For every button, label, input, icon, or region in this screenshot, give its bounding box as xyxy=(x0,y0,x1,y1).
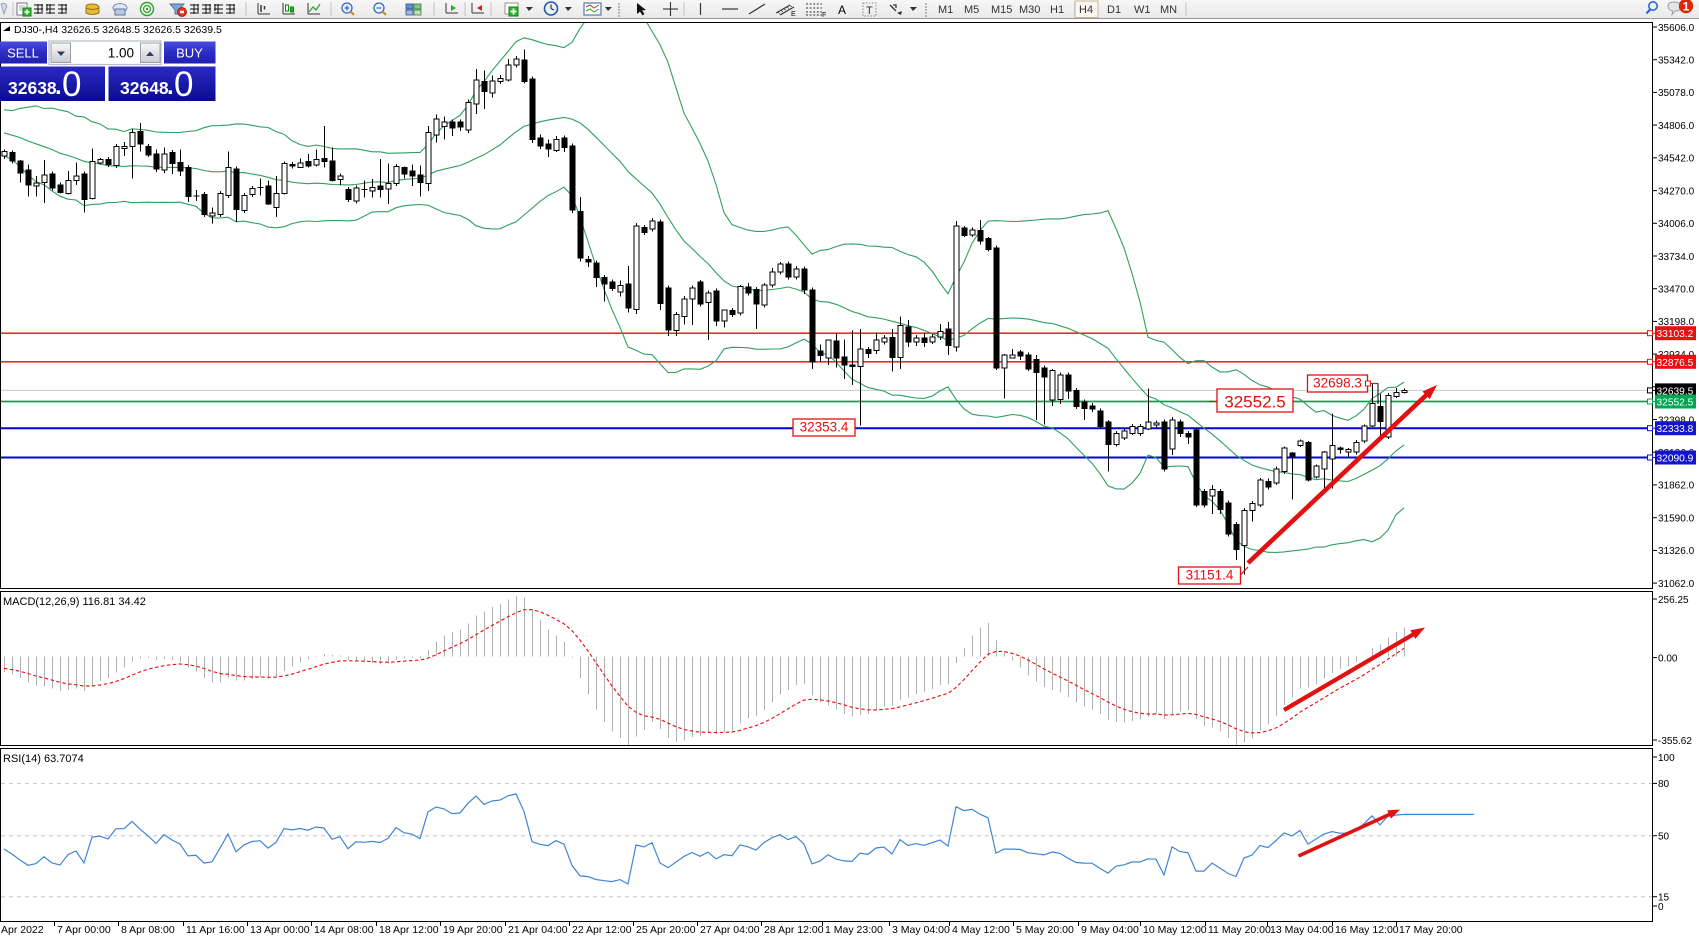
svg-text:E: E xyxy=(791,11,796,18)
svg-text:34806.0: 34806.0 xyxy=(1658,121,1695,132)
svg-text:W1: W1 xyxy=(1134,4,1151,16)
svg-text:RSI(14) 63.7074: RSI(14) 63.7074 xyxy=(3,753,84,765)
svg-text:.: . xyxy=(55,73,62,100)
svg-text:27 Apr 04:00: 27 Apr 04:00 xyxy=(700,924,760,936)
svg-text:0: 0 xyxy=(1658,902,1664,913)
svg-text:32648: 32648 xyxy=(120,78,169,98)
svg-text:15: 15 xyxy=(1658,893,1670,904)
svg-text:1: 1 xyxy=(1683,0,1690,14)
svg-text:33470.0: 33470.0 xyxy=(1658,285,1695,296)
svg-text:100: 100 xyxy=(1658,753,1675,764)
svg-text:4 May 12:00: 4 May 12:00 xyxy=(952,924,1010,936)
svg-text:21 Apr 04:00: 21 Apr 04:00 xyxy=(508,924,568,936)
svg-text:14 Apr 08:00: 14 Apr 08:00 xyxy=(314,924,374,936)
svg-text:32552.5: 32552.5 xyxy=(1224,393,1285,412)
svg-text:M30: M30 xyxy=(1019,4,1040,16)
svg-text:1.00: 1.00 xyxy=(108,46,134,61)
svg-text:22 Apr 12:00: 22 Apr 12:00 xyxy=(572,924,632,936)
svg-text:31862.0: 31862.0 xyxy=(1658,481,1695,492)
svg-text:9 May 04:00: 9 May 04:00 xyxy=(1081,924,1139,936)
svg-text:31151.4: 31151.4 xyxy=(1186,568,1234,583)
svg-text:32639.5: 32639.5 xyxy=(1657,386,1694,397)
svg-text:32090.9: 32090.9 xyxy=(1657,454,1694,465)
svg-text:31326.0: 31326.0 xyxy=(1658,546,1695,557)
svg-text:7 Apr 00:00: 7 Apr 00:00 xyxy=(57,924,111,936)
svg-text:32353.4: 32353.4 xyxy=(800,420,849,435)
svg-text:5 May 20:00: 5 May 20:00 xyxy=(1016,924,1074,936)
svg-text:.: . xyxy=(167,73,174,100)
svg-text:DJ30-,H4 32626.5 32648.5 3262: DJ30-,H4 32626.5 32648.5 32626.5 32639.5 xyxy=(14,24,222,36)
svg-text:11 Apr 16:00: 11 Apr 16:00 xyxy=(186,924,245,936)
svg-text:0: 0 xyxy=(174,65,193,104)
svg-text:D1: D1 xyxy=(1107,4,1121,16)
svg-text:SELL: SELL xyxy=(7,46,39,61)
svg-text:M15: M15 xyxy=(991,4,1012,16)
svg-text:31590.0: 31590.0 xyxy=(1658,514,1695,525)
svg-text:33734.0: 33734.0 xyxy=(1658,252,1695,263)
svg-text:M5: M5 xyxy=(964,4,979,16)
svg-text:BUY: BUY xyxy=(176,46,203,61)
svg-text:M1: M1 xyxy=(938,4,953,16)
svg-text:35342.0: 35342.0 xyxy=(1658,56,1695,67)
svg-text:0: 0 xyxy=(62,65,81,104)
svg-text:35078.0: 35078.0 xyxy=(1658,88,1695,99)
svg-text:T: T xyxy=(866,5,873,17)
svg-text:32333.8: 32333.8 xyxy=(1657,424,1694,435)
svg-text:MACD(12,26,9) 116.81 34.42: MACD(12,26,9) 116.81 34.42 xyxy=(3,596,146,608)
svg-text:33198.0: 33198.0 xyxy=(1658,317,1695,328)
svg-text:8 Apr 08:00: 8 Apr 08:00 xyxy=(121,924,175,936)
svg-text:28 Apr 12:00: 28 Apr 12:00 xyxy=(764,924,824,936)
svg-text:0.00: 0.00 xyxy=(1658,653,1678,664)
svg-text:Apr 2022: Apr 2022 xyxy=(1,924,44,936)
svg-text:256.25: 256.25 xyxy=(1658,595,1689,606)
svg-text:34542.0: 34542.0 xyxy=(1658,154,1695,165)
svg-text:10 May 12:00: 10 May 12:00 xyxy=(1143,924,1207,936)
svg-text:A: A xyxy=(838,3,846,17)
svg-text:50: 50 xyxy=(1658,832,1670,843)
svg-text:16 May 12:00: 16 May 12:00 xyxy=(1335,924,1399,936)
svg-text:34270.0: 34270.0 xyxy=(1658,186,1695,197)
svg-text:32552.5: 32552.5 xyxy=(1657,398,1694,409)
svg-text:31062.0: 31062.0 xyxy=(1658,579,1695,590)
svg-text:80: 80 xyxy=(1658,779,1670,790)
svg-text:3 May 04:00: 3 May 04:00 xyxy=(892,924,950,936)
svg-text:33103.2: 33103.2 xyxy=(1657,329,1694,340)
svg-text:17 May 20:00: 17 May 20:00 xyxy=(1399,924,1463,936)
svg-text:11 May 20:00: 11 May 20:00 xyxy=(1208,924,1271,936)
svg-text:F: F xyxy=(822,12,826,19)
svg-text:32876.5: 32876.5 xyxy=(1657,358,1694,369)
svg-text:35606.0: 35606.0 xyxy=(1658,23,1695,34)
svg-text:32698.3: 32698.3 xyxy=(1313,376,1362,391)
svg-text:32638: 32638 xyxy=(8,78,57,98)
svg-text:H4: H4 xyxy=(1079,4,1093,16)
svg-text:MN: MN xyxy=(1160,4,1177,16)
svg-text:25 Apr 20:00: 25 Apr 20:00 xyxy=(636,924,696,936)
svg-text:13 May 04:00: 13 May 04:00 xyxy=(1270,924,1334,936)
svg-text:-355.62: -355.62 xyxy=(1658,736,1692,747)
svg-text:19 Apr 20:00: 19 Apr 20:00 xyxy=(443,924,503,936)
svg-text:13 Apr 00:00: 13 Apr 00:00 xyxy=(250,924,310,936)
svg-text:18 Apr 12:00: 18 Apr 12:00 xyxy=(379,924,439,936)
svg-text:34006.0: 34006.0 xyxy=(1658,219,1695,230)
svg-text:1 May 23:00: 1 May 23:00 xyxy=(825,924,883,936)
svg-text:H1: H1 xyxy=(1050,4,1064,16)
svg-text:32398.0: 32398.0 xyxy=(1658,415,1695,426)
